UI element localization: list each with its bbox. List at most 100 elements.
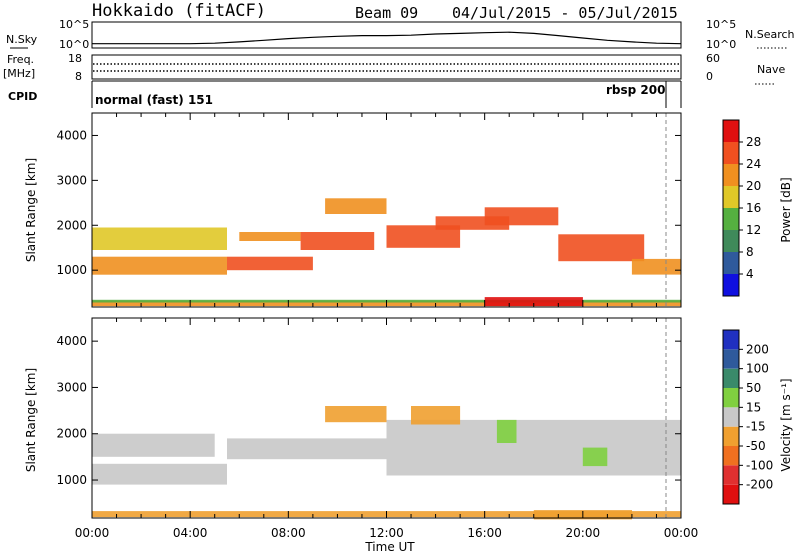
velocity-colorbar-swatch-8 (723, 330, 739, 350)
data-region-3 (92, 227, 227, 250)
power-colorbar-swatch-2 (723, 230, 739, 252)
sky-noise-tick-left-bottom: 10^0 (59, 38, 89, 51)
cpid-label: CPID (8, 90, 37, 103)
nave-tick-right-top: 60 (706, 52, 720, 65)
velocity-colorbar-swatch-5 (723, 388, 739, 408)
velocity-colorbar-title: Velocity [m s⁻¹] (779, 378, 793, 471)
velocity-frame (91, 317, 682, 519)
power-colorbar-swatch-6 (723, 142, 739, 164)
data-region-8 (386, 225, 461, 248)
y-tick-label-3: 4000 (56, 334, 87, 348)
y-tick-label-0: 1000 (56, 473, 87, 487)
beam-label: Beam 09 (355, 4, 418, 22)
sky-noise-tick-left-top: 10^5 (59, 18, 89, 31)
y-tick-label-2: 3000 (56, 173, 87, 187)
search-noise-right-label: N.Search (745, 28, 795, 41)
data-region-3 (227, 438, 387, 460)
frequency-strip: Freq. [MHz] 18 8 60 0 Nave (3, 52, 785, 85)
velocity-colorbar-label-3: 15 (746, 400, 761, 414)
y-tick-label-3: 4000 (56, 128, 87, 142)
time-tick-label-0: 00:00 (75, 526, 110, 540)
time-tick-label-2: 08:00 (271, 526, 306, 540)
cpid-segment-normal: normal (fast) 151 (95, 93, 213, 107)
power-colorbar-swatch-1 (723, 252, 739, 274)
velocity-colorbar-swatch-2 (723, 446, 739, 466)
velocity-colorbar-label-1: 100 (746, 362, 769, 376)
time-tick-labels: 00:00 04:00 08:00 12:00 16:00 20:00 00:00 (75, 526, 699, 540)
station-title: Hokkaido (fitACF) (92, 1, 266, 21)
velocity-colorbar-label-2: 50 (746, 381, 761, 395)
power-frame (91, 112, 682, 308)
velocity-data-layer (92, 406, 681, 520)
power-ylabel: Slant Range [km] (24, 158, 38, 262)
sky-noise-tick-right-top: 10^5 (706, 18, 736, 31)
velocity-colorbar-swatch-3 (723, 426, 739, 446)
power-colorbar: 4 8 12 16 20 24 28 (722, 119, 761, 297)
data-region-6 (300, 232, 375, 250)
data-region-6 (411, 406, 461, 425)
time-tick-label-1: 04:00 (173, 526, 208, 540)
velocity-colorbar-label-6: -100 (746, 458, 773, 472)
velocity-panel: 1000 2000 3000 4000 Slant Range [km] 200 100… (24, 317, 793, 554)
velocity-y-ticks: 1000 2000 3000 4000 (56, 334, 681, 487)
velocity-colorbar-swatch-6 (723, 368, 739, 388)
nave-tick-right-bottom: 0 (706, 70, 713, 83)
power-colorbar-label-1: 8 (746, 245, 754, 259)
frequency-left-label: Freq. (7, 53, 34, 66)
velocity-colorbar-swatch-0 (723, 484, 739, 504)
power-data-layer (92, 198, 681, 307)
power-colorbar-label-2: 12 (746, 223, 761, 237)
velocity-colorbar-label-5: -50 (746, 439, 766, 453)
frequency-tick-left-top: 18 (68, 52, 82, 65)
data-region-4 (227, 256, 313, 271)
data-region-5 (386, 419, 681, 476)
velocity-colorbar-label-0: 200 (746, 342, 769, 356)
time-axis-label: Time UT (364, 540, 415, 554)
time-tick-label-5: 20:00 (566, 526, 601, 540)
power-colorbar-label-4: 20 (746, 179, 761, 193)
y-tick-label-0: 1000 (56, 263, 87, 277)
power-colorbar-swatch-7 (723, 120, 739, 142)
data-region-8 (582, 447, 608, 467)
y-tick-label-2: 3000 (56, 380, 87, 394)
cpid-strip: CPID normal (fast) 151 rbsp 200 (8, 80, 682, 108)
data-region-5 (239, 232, 301, 241)
velocity-colorbar-swatch-4 (723, 407, 739, 427)
power-colorbar-swatch-5 (723, 164, 739, 186)
nave-right-label: Nave (757, 63, 785, 76)
data-region-7 (325, 198, 387, 214)
power-colorbar-label-0: 4 (746, 267, 754, 281)
power-y-ticks: 1000 2000 3000 4000 (56, 128, 681, 277)
data-region-1 (92, 463, 227, 485)
velocity-colorbar-swatch-1 (723, 465, 739, 485)
frequency-frame (91, 54, 682, 80)
velocity-colorbar: 200 100 50 15 -15 -50 -100 -200 (722, 329, 773, 505)
power-colorbar-label-3: 16 (746, 201, 761, 215)
power-colorbar-label-5: 24 (746, 157, 761, 171)
sky-noise-trace (92, 31, 682, 45)
sky-noise-strip: N.Sky 10^5 10^0 10^5 10^0 N.Search (6, 18, 795, 51)
data-region-12 (631, 258, 681, 275)
power-colorbar-label-6: 28 (746, 135, 761, 149)
velocity-colorbar-frame (722, 329, 740, 505)
frequency-tick-left-bottom: 8 (75, 70, 82, 83)
power-colorbar-swatch-4 (723, 186, 739, 208)
power-colorbar-swatch-0 (723, 274, 739, 296)
power-colorbar-title: Power [dB] (779, 177, 793, 242)
velocity-colorbar-label-4: -15 (746, 420, 766, 434)
velocity-colorbar-label-7: -200 (746, 478, 773, 492)
time-tick-label-3: 12:00 (369, 526, 404, 540)
power-colorbar-swatch-3 (723, 208, 739, 230)
data-region-4 (325, 406, 387, 423)
data-region-11 (558, 234, 645, 262)
power-panel: 1000 2000 3000 4000 Slant Range [km] 4 8 12 16… (24, 112, 793, 308)
y-tick-label-1: 2000 (56, 218, 87, 232)
cpid-segment-rbsp: rbsp 200 (606, 83, 665, 97)
data-region-2 (92, 256, 227, 275)
time-tick-label-4: 16:00 (467, 526, 502, 540)
data-region-7 (496, 419, 517, 443)
sky-noise-left-label: N.Sky (6, 33, 38, 46)
data-region-13 (484, 297, 583, 307)
